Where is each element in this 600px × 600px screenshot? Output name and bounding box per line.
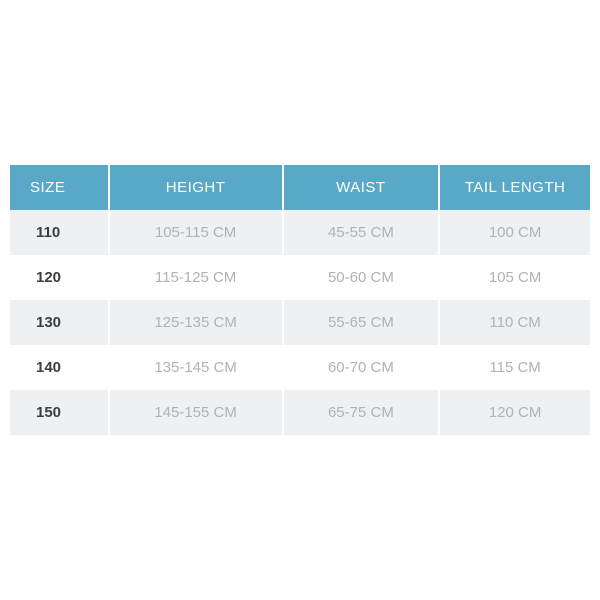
cell-tail: 120 CM (439, 390, 590, 435)
cell-size: 140 (10, 345, 109, 390)
col-header-size: SIZE (10, 165, 109, 210)
cell-size: 110 (10, 210, 109, 255)
cell-waist: 45-55 CM (283, 210, 440, 255)
cell-waist: 60-70 CM (283, 345, 440, 390)
table-row: 110 105-115 CM 45-55 CM 100 CM (10, 210, 590, 255)
cell-waist: 55-65 CM (283, 300, 440, 345)
cell-tail: 110 CM (439, 300, 590, 345)
cell-height: 135-145 CM (109, 345, 283, 390)
cell-height: 125-135 CM (109, 300, 283, 345)
size-table-element: SIZE HEIGHT WAIST TAIL LENGTH 110 105-11… (10, 165, 590, 435)
cell-waist: 50-60 CM (283, 255, 440, 300)
cell-tail: 115 CM (439, 345, 590, 390)
cell-height: 145-155 CM (109, 390, 283, 435)
cell-height: 105-115 CM (109, 210, 283, 255)
table-row: 130 125-135 CM 55-65 CM 110 CM (10, 300, 590, 345)
size-table: SIZE HEIGHT WAIST TAIL LENGTH 110 105-11… (10, 165, 590, 435)
table-header-row: SIZE HEIGHT WAIST TAIL LENGTH (10, 165, 590, 210)
cell-tail: 105 CM (439, 255, 590, 300)
col-header-waist: WAIST (283, 165, 440, 210)
col-header-height: HEIGHT (109, 165, 283, 210)
cell-size: 120 (10, 255, 109, 300)
cell-size: 130 (10, 300, 109, 345)
cell-height: 115-125 CM (109, 255, 283, 300)
table-row: 140 135-145 CM 60-70 CM 115 CM (10, 345, 590, 390)
table-row: 120 115-125 CM 50-60 CM 105 CM (10, 255, 590, 300)
cell-waist: 65-75 CM (283, 390, 440, 435)
cell-size: 150 (10, 390, 109, 435)
col-header-tail: TAIL LENGTH (439, 165, 590, 210)
cell-tail: 100 CM (439, 210, 590, 255)
table-row: 150 145-155 CM 65-75 CM 120 CM (10, 390, 590, 435)
